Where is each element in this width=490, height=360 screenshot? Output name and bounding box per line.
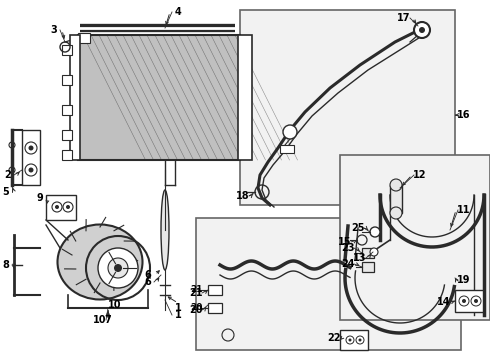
Circle shape [359,338,362,342]
Text: 1: 1 [174,310,181,320]
Bar [78,35,240,160]
Bar [340,155,490,320]
Text: 23: 23 [341,243,355,253]
Bar [62,75,72,85]
Circle shape [98,248,138,288]
Text: 20: 20 [190,303,202,312]
Text: 9: 9 [37,193,44,203]
Bar [62,130,72,140]
Text: 17: 17 [397,13,411,23]
Text: 2: 2 [4,170,11,180]
Text: 22: 22 [327,333,341,343]
Text: 21: 21 [190,285,202,294]
Circle shape [370,227,380,237]
Circle shape [474,299,478,303]
Text: 6: 6 [145,277,151,287]
Bar [62,105,72,115]
Bar [208,303,222,313]
Text: 21: 21 [189,288,203,298]
Text: 5: 5 [2,187,9,197]
Text: 12: 12 [413,170,427,180]
Circle shape [348,338,351,342]
Bar [455,290,483,312]
Ellipse shape [161,190,169,270]
Circle shape [55,205,59,209]
Bar [362,262,374,272]
Circle shape [419,27,425,33]
Bar [208,285,222,295]
Text: 4: 4 [174,7,181,17]
Bar [62,150,72,160]
Circle shape [66,205,70,209]
Circle shape [414,22,430,38]
Text: 19: 19 [457,275,471,285]
Bar [238,35,252,160]
Bar [196,218,461,350]
Text: 18: 18 [236,191,250,201]
Text: 20: 20 [189,305,203,315]
Bar [390,185,402,213]
Bar [340,330,368,350]
Text: 10: 10 [108,300,122,310]
Text: 1: 1 [174,303,181,313]
Bar [280,145,294,153]
Bar [78,33,90,43]
Circle shape [28,167,33,172]
Text: 6: 6 [145,270,151,280]
Bar [46,195,76,220]
Circle shape [390,207,402,219]
Text: 8: 8 [2,260,9,270]
Circle shape [390,179,402,191]
Text: 24: 24 [341,259,355,269]
Circle shape [462,299,466,303]
Circle shape [114,264,122,272]
Text: 7: 7 [105,315,111,325]
Ellipse shape [57,225,143,300]
Circle shape [108,258,128,278]
Text: 16: 16 [457,110,471,120]
Text: 10: 10 [93,315,107,325]
Circle shape [370,248,378,256]
Bar [70,35,80,160]
Text: 14: 14 [437,297,451,307]
Text: 3: 3 [50,25,57,35]
Text: 15: 15 [338,237,352,247]
Bar [62,45,72,55]
Bar [362,248,374,258]
Bar [22,130,40,185]
Text: 13: 13 [353,253,367,263]
Text: 25: 25 [351,223,365,233]
Text: 11: 11 [457,205,471,215]
Bar [240,10,455,205]
Circle shape [28,145,33,150]
Circle shape [283,125,297,139]
